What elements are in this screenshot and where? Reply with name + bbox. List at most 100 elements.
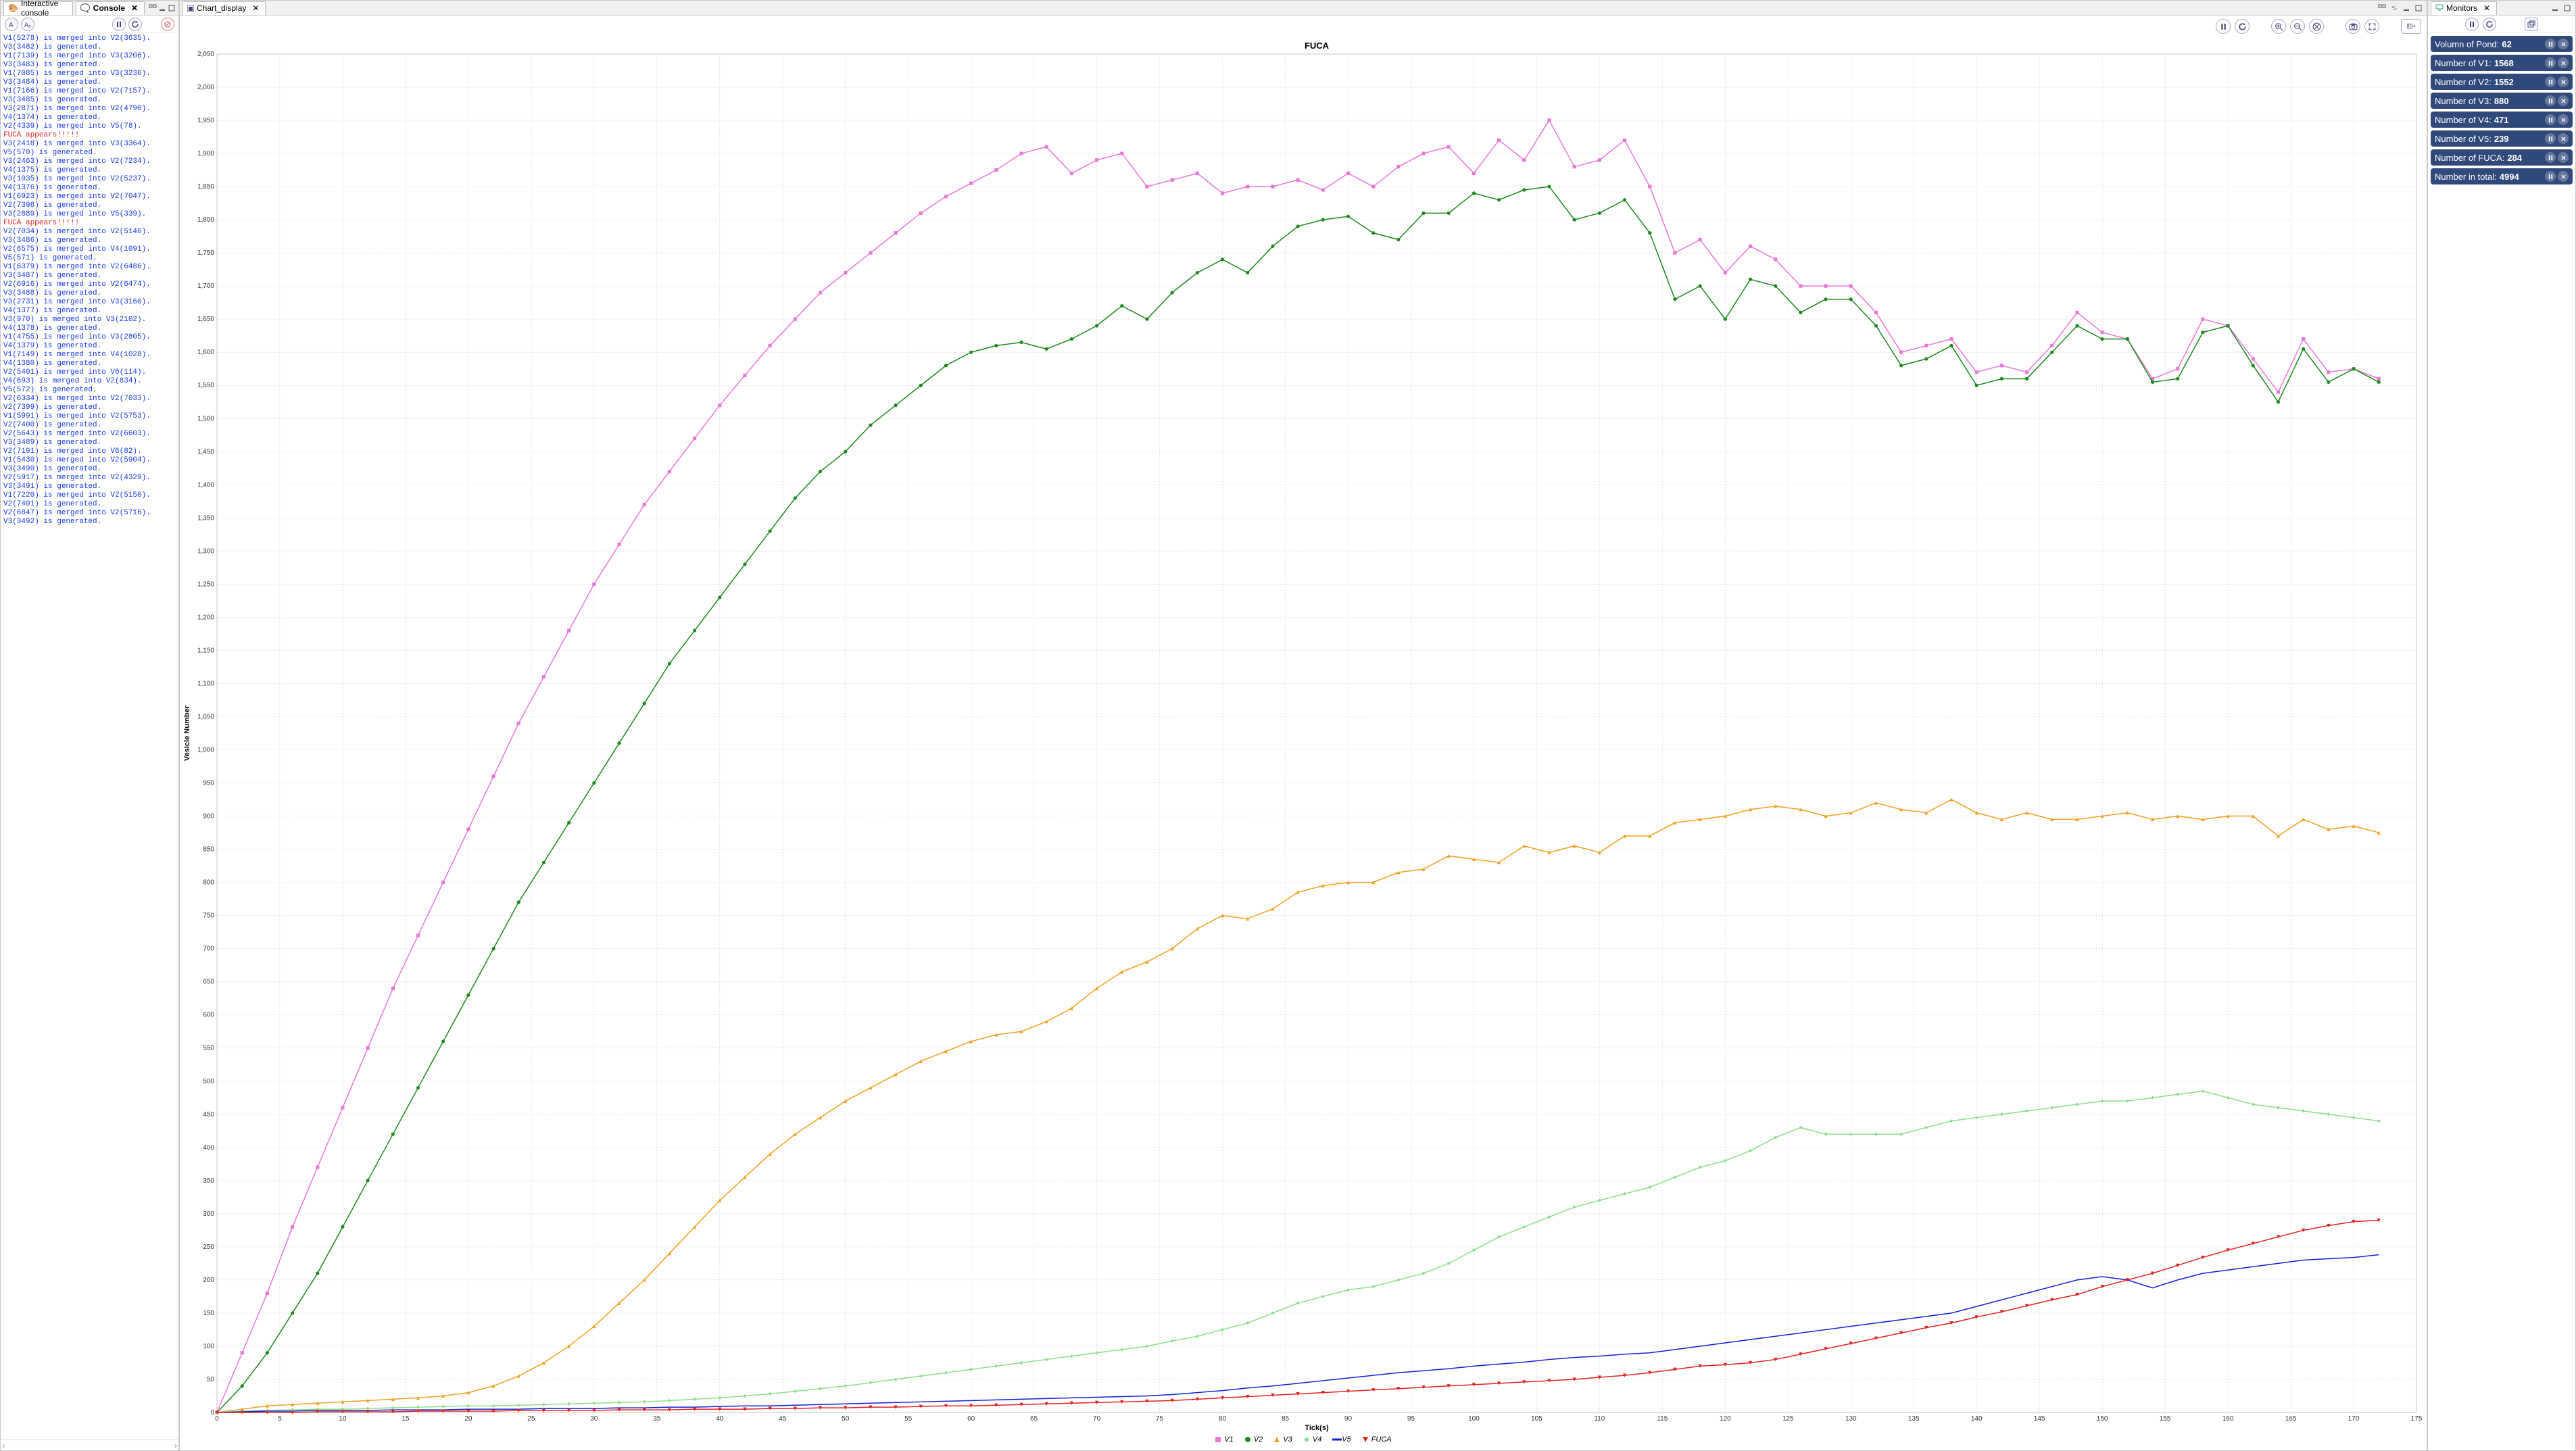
console-log-line: V1(7166) is merged into V2(7157).	[3, 87, 176, 96]
expand-button[interactable]	[2364, 19, 2379, 34]
console-log-line: V5(572) is generated.	[3, 386, 176, 395]
settings-dropdown-button[interactable]	[2401, 19, 2421, 34]
zoom-out-button[interactable]	[2290, 19, 2305, 34]
svg-text:1,000: 1,000	[197, 747, 214, 754]
monitor-card: Volumn of Pond:62	[2431, 36, 2573, 52]
monitor-label: Number of V2:	[2435, 77, 2492, 87]
svg-text:750: 750	[203, 912, 214, 920]
palette-icon: 🎨	[8, 3, 18, 13]
monitor-pause-button[interactable]	[2545, 76, 2556, 87]
maximize-icon[interactable]	[2562, 3, 2573, 14]
console-log-line: V2(7399) is generated.	[3, 403, 176, 412]
tab-interactive-console[interactable]: 🎨 Interactive console	[3, 1, 73, 15]
scroll-right-icon[interactable]: ›	[174, 1441, 177, 1450]
svg-text:1,850: 1,850	[197, 183, 214, 191]
legend-label: V3	[1283, 1435, 1292, 1444]
font-a2-button[interactable]: Aₐ	[21, 18, 34, 31]
tab-chart-display[interactable]: Chart_display ✕	[183, 1, 266, 15]
console-log-line: V2(7191) is merged into V6(82).	[3, 447, 176, 456]
monitor-value: 239	[2494, 134, 2509, 144]
monitors-panel: Monitors ✕ Volumn of Pond:62Number of V1…	[2427, 0, 2576, 1451]
svg-text:450: 450	[203, 1111, 214, 1118]
svg-text:40: 40	[716, 1415, 724, 1423]
minimize-icon[interactable]	[158, 3, 166, 14]
monitor-close-button[interactable]	[2558, 57, 2569, 68]
legend-label: V2	[1254, 1435, 1263, 1444]
console-panel: 🎨 Interactive console 🗨️ Console ✕ A Aₐ …	[0, 0, 179, 1451]
pause-button[interactable]	[112, 18, 126, 31]
chart-header: Chart_display ✕	[180, 1, 2427, 16]
svg-text:Tick(s): Tick(s)	[1305, 1424, 1329, 1432]
svg-text:200: 200	[203, 1277, 214, 1284]
legend-item[interactable]: V3	[1273, 1435, 1292, 1444]
monitor-pause-button[interactable]	[2545, 39, 2556, 49]
refresh-button[interactable]	[128, 18, 142, 31]
refresh-button[interactable]	[2235, 19, 2250, 34]
link-icon[interactable]	[2389, 3, 2400, 14]
console-log-line: V1(6923) is merged into V2(7047).	[3, 193, 176, 201]
tab-close-icon[interactable]: ✕	[2481, 3, 2492, 14]
monitor-pause-button[interactable]	[2545, 114, 2556, 125]
minimize-icon[interactable]	[2550, 3, 2560, 14]
maximize-icon[interactable]	[2413, 3, 2424, 14]
monitor-close-button[interactable]	[2558, 114, 2569, 125]
tab-close-icon[interactable]: ✕	[250, 3, 261, 14]
tab-monitors[interactable]: Monitors ✕	[2431, 1, 2497, 15]
monitor-pause-button[interactable]	[2545, 95, 2556, 106]
pause-button[interactable]	[2216, 19, 2231, 34]
scroll-left-icon[interactable]: ‹	[2, 1441, 5, 1450]
svg-text:170: 170	[2348, 1415, 2360, 1423]
zoom-in-button[interactable]	[2271, 19, 2286, 34]
svg-text:100: 100	[203, 1343, 214, 1350]
legend-item[interactable]: V5	[1332, 1435, 1351, 1444]
svg-text:150: 150	[2097, 1415, 2108, 1423]
refresh-button[interactable]	[2483, 18, 2496, 31]
legend-item[interactable]: V4	[1303, 1435, 1321, 1444]
svg-text:1,100: 1,100	[197, 680, 214, 687]
console-log-line: V4(1375) is generated.	[3, 166, 176, 175]
legend-marker-icon	[1362, 1436, 1369, 1443]
view-menu-icon[interactable]	[2377, 3, 2387, 14]
console-scrollbar[interactable]: ‹ ›	[1, 1440, 178, 1450]
monitor-pause-button[interactable]	[2545, 133, 2556, 144]
svg-text:Vesicle Number: Vesicle Number	[183, 705, 191, 761]
monitor-pause-button[interactable]	[2545, 152, 2556, 163]
camera-button[interactable]	[2346, 19, 2360, 34]
console-log-line: V2(6334) is merged into V2(7033).	[3, 395, 176, 403]
console-log-line: V3(2463) is merged into V2(7234).	[3, 157, 176, 166]
svg-text:1,200: 1,200	[197, 614, 214, 621]
monitor-label: Number of FUCA:	[2435, 153, 2504, 163]
popout-button[interactable]	[2525, 18, 2538, 31]
monitor-pause-button[interactable]	[2545, 57, 2556, 68]
monitor-close-button[interactable]	[2558, 95, 2569, 106]
svg-text:25: 25	[527, 1415, 535, 1423]
view-menu-icon[interactable]	[149, 3, 157, 14]
font-a-button[interactable]: A	[5, 18, 18, 31]
monitor-close-button[interactable]	[2558, 76, 2569, 87]
monitor-close-button[interactable]	[2558, 133, 2569, 144]
svg-text:110: 110	[1594, 1415, 1605, 1423]
chart-svg: 0501001502002503003504004505005506006507…	[180, 37, 2427, 1433]
svg-text:1,750: 1,750	[197, 249, 214, 257]
legend-marker-icon	[1332, 1436, 1339, 1443]
legend-item[interactable]: V1	[1215, 1435, 1233, 1444]
svg-text:1,800: 1,800	[197, 216, 214, 224]
monitor-close-button[interactable]	[2558, 171, 2569, 182]
maximize-icon[interactable]	[168, 3, 176, 14]
monitor-close-button[interactable]	[2558, 39, 2569, 49]
zoom-reset-button[interactable]	[2309, 19, 2324, 34]
legend-label: FUCA	[1371, 1435, 1392, 1444]
monitor-close-button[interactable]	[2558, 152, 2569, 163]
tab-close-icon[interactable]: ✕	[129, 3, 140, 14]
legend-item[interactable]: FUCA	[1362, 1435, 1392, 1444]
tab-console[interactable]: 🗨️ Console ✕	[76, 1, 145, 15]
legend-item[interactable]: V2	[1244, 1435, 1263, 1444]
console-log-line: V3(2889) is merged into V5(339).	[3, 210, 176, 219]
console-log-line: V1(7139) is merged into V3(3206).	[3, 52, 176, 61]
console-log-line: V3(3485) is generated.	[3, 96, 176, 105]
console-log-line: V2(6916) is merged into V2(6474).	[3, 280, 176, 289]
pause-button[interactable]	[2465, 18, 2479, 31]
minimize-icon[interactable]	[2401, 3, 2412, 14]
monitor-pause-button[interactable]	[2545, 171, 2556, 182]
legend-label: V5	[1342, 1435, 1351, 1444]
